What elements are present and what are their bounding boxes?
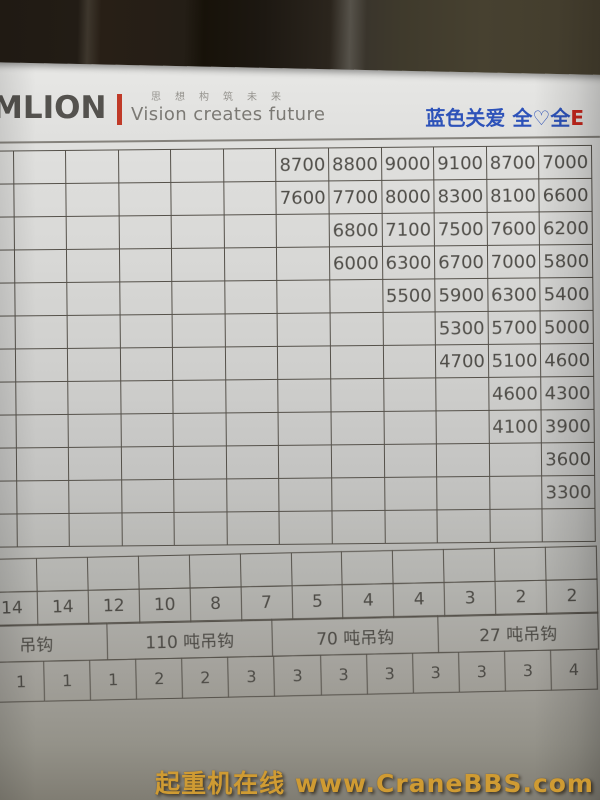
count-cell: 5	[292, 583, 344, 620]
zoomlion-logo: MLION	[0, 90, 107, 126]
empty-cell	[444, 547, 496, 583]
count-cell: 2	[546, 578, 599, 615]
slogan-chinese: 思想构筑未来	[151, 92, 295, 103]
empty-cell	[138, 554, 191, 590]
reeving-cell: 3	[504, 649, 552, 692]
count-cell: 7	[241, 584, 293, 621]
campaign-red-letter: E	[570, 106, 584, 130]
empty-cell	[240, 552, 293, 588]
reeving-cell: 2	[136, 657, 184, 700]
hook-label-cell: 吊钩	[0, 622, 109, 664]
count-cell: 12	[88, 588, 141, 625]
empty-cell	[393, 548, 445, 585]
reeving-cell: 1	[0, 660, 46, 703]
empty-cell	[495, 546, 547, 582]
reeving-cell: 3	[320, 653, 368, 696]
reeving-cell: 3	[274, 654, 322, 697]
empty-cell	[291, 551, 344, 587]
campaign-blue-text: 蓝色关爱 全♡全	[425, 106, 571, 130]
logo-slogans: 思想构筑未来 Vision creates future	[131, 88, 325, 125]
empty-cell	[0, 557, 38, 593]
count-cell: 3	[444, 580, 497, 617]
empty-cell	[545, 545, 598, 581]
empty-cell	[342, 550, 394, 586]
hook-label-cell: 70 吨吊钩	[272, 615, 440, 657]
count-cell: 14	[0, 590, 39, 627]
count-cell: 10	[139, 586, 192, 624]
hook-label-cell: 27 吨吊钩	[438, 611, 600, 654]
count-cell: 4	[342, 582, 395, 619]
reeving-cell: 3	[228, 655, 276, 698]
count-cell: 8	[190, 585, 242, 622]
reeving-cell: 2	[182, 656, 230, 699]
count-cell: 14	[37, 589, 90, 626]
campaign-text: 蓝色关爱 全♡全E	[425, 102, 584, 131]
empty-cell	[87, 555, 140, 591]
reeving-cell: 4	[550, 648, 598, 691]
empty-cell	[36, 556, 89, 592]
slogan-english: Vision creates future	[131, 104, 326, 125]
reeving-cell: 3	[458, 650, 506, 693]
hook-label-cell: 110 吨吊钩	[107, 618, 274, 661]
reeving-cell: 1	[44, 659, 92, 702]
logo-divider-bar	[117, 94, 122, 125]
reeving-cell: 1	[90, 658, 138, 701]
count-cell: 4	[393, 581, 446, 618]
count-cell: 2	[495, 579, 548, 616]
reeving-cell: 3	[412, 651, 460, 694]
empty-cell	[189, 553, 242, 589]
watermark-text: 起重机在线 www.CraneBBS.com	[155, 769, 594, 798]
reeving-cell: 3	[366, 652, 414, 695]
